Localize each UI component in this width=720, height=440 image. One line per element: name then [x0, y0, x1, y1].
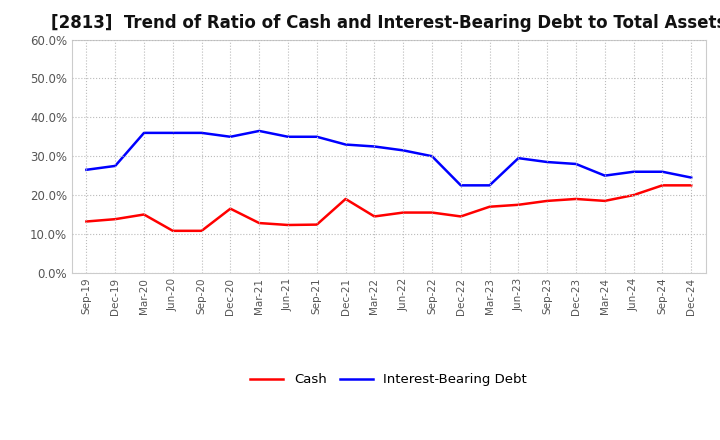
Interest-Bearing Debt [168, 130, 177, 136]
Line: Interest-Bearing Debt: Interest-Bearing Debt [86, 131, 691, 185]
Interest-Bearing Debt [543, 159, 552, 165]
Title: [2813]  Trend of Ratio of Cash and Interest-Bearing Debt to Total Assets: [2813] Trend of Ratio of Cash and Intere… [51, 15, 720, 33]
Interest-Bearing Debt [140, 130, 148, 136]
Cash [111, 216, 120, 222]
Cash [341, 196, 350, 202]
Cash [572, 196, 580, 202]
Interest-Bearing Debt [197, 130, 206, 136]
Interest-Bearing Debt [312, 134, 321, 139]
Interest-Bearing Debt [226, 134, 235, 139]
Interest-Bearing Debt [284, 134, 292, 139]
Interest-Bearing Debt [370, 144, 379, 149]
Cash [485, 204, 494, 209]
Cash [370, 214, 379, 219]
Cash [312, 222, 321, 227]
Interest-Bearing Debt [111, 163, 120, 169]
Cash [514, 202, 523, 207]
Interest-Bearing Debt [629, 169, 638, 174]
Cash [168, 228, 177, 234]
Interest-Bearing Debt [485, 183, 494, 188]
Legend: Cash, Interest-Bearing Debt: Cash, Interest-Bearing Debt [245, 368, 533, 392]
Interest-Bearing Debt [341, 142, 350, 147]
Cash [600, 198, 609, 204]
Line: Cash: Cash [86, 185, 691, 231]
Interest-Bearing Debt [82, 167, 91, 172]
Interest-Bearing Debt [600, 173, 609, 178]
Cash [226, 206, 235, 211]
Interest-Bearing Debt [658, 169, 667, 174]
Cash [543, 198, 552, 204]
Interest-Bearing Debt [456, 183, 465, 188]
Cash [399, 210, 408, 215]
Cash [82, 219, 91, 224]
Cash [658, 183, 667, 188]
Cash [456, 214, 465, 219]
Interest-Bearing Debt [514, 155, 523, 161]
Interest-Bearing Debt [255, 128, 264, 134]
Cash [629, 192, 638, 198]
Cash [140, 212, 148, 217]
Cash [687, 183, 696, 188]
Cash [255, 220, 264, 226]
Interest-Bearing Debt [572, 161, 580, 167]
Interest-Bearing Debt [687, 175, 696, 180]
Interest-Bearing Debt [399, 148, 408, 153]
Cash [428, 210, 436, 215]
Interest-Bearing Debt [428, 154, 436, 159]
Cash [284, 222, 292, 227]
Cash [197, 228, 206, 234]
